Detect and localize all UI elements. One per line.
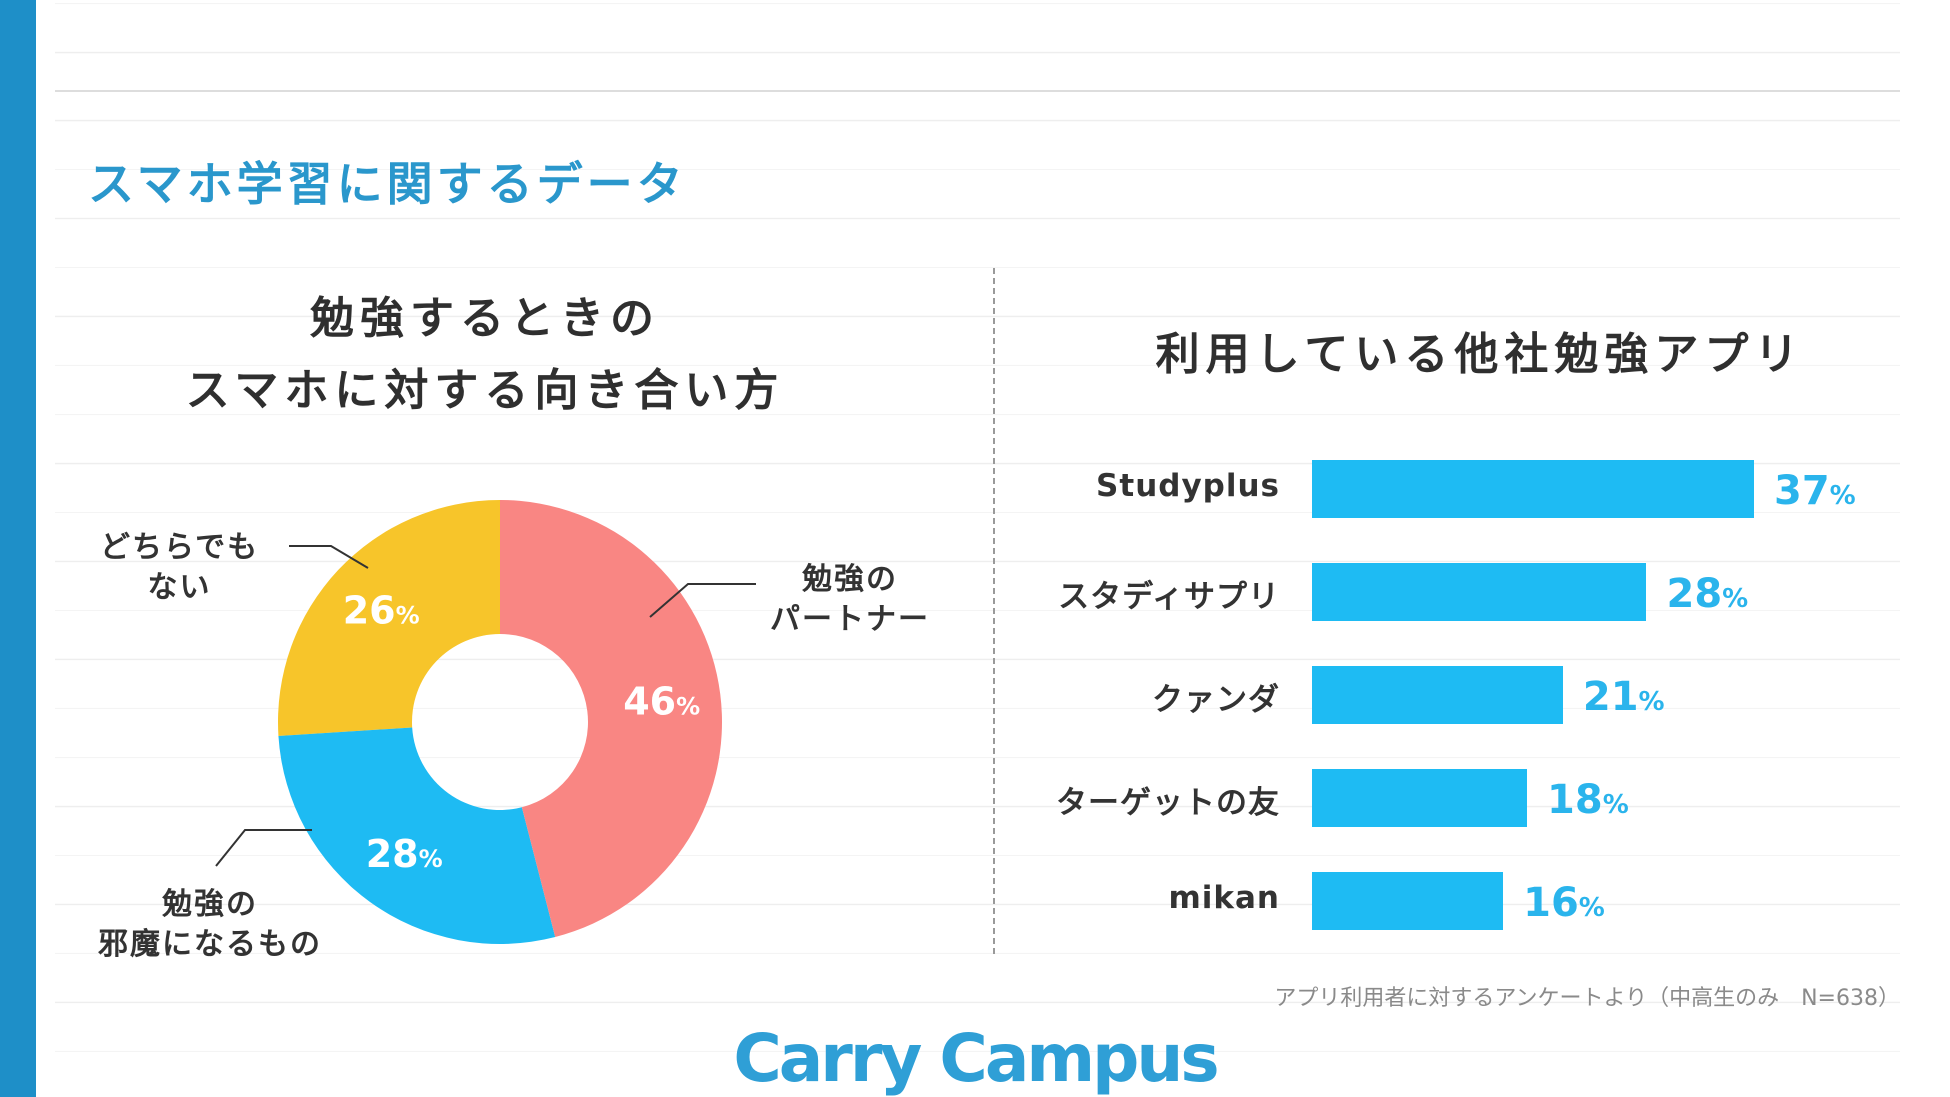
donut-slice-neither [278,500,500,736]
callout-distraction-line-1: 勉強の [162,887,258,922]
bar-category-label: ターゲットの友 [1056,785,1280,821]
callout-leader-partner [649,583,756,618]
bar [1312,460,1754,518]
callout-neither-line-1: どちらでも [100,530,260,565]
donut-value-label-partner: 46% [623,680,700,724]
callout-neither: どちらでも ない [100,528,259,608]
callout-distraction: 勉強の 邪魔になるもの [98,885,322,965]
bar [1312,769,1528,827]
bar [1312,666,1563,724]
donut-chart-title-line-2: スマホに対する向き合い方 [185,365,785,416]
donut-value-label-neither: 26% [343,588,420,632]
callout-distraction-line-2: 邪魔になるもの [98,927,322,962]
donut-value-label-distraction: 28% [366,832,443,876]
bar-value-label: 18% [1547,777,1629,823]
donut-slice-partner [500,500,723,938]
callout-neither-line-2: ない [147,570,212,605]
bar-value-label: 37% [1774,468,1856,514]
bar [1312,563,1647,621]
callout-partner: 勉強の パートナー [770,560,930,640]
callout-leader-distraction [215,829,312,867]
callout-leader-neither [289,545,369,569]
header-rule [55,90,1900,92]
survey-footnote: アプリ利用者に対するアンケートより（中高生のみ N=638） [1274,986,1900,1011]
bar-chart-title: 利用している他社勉強アプリ [1155,329,1805,380]
bar-value-label: 21% [1582,674,1665,720]
donut-chart-title-line-1: 勉強するときの [310,293,660,344]
page-title: スマホ学習に関するデータ [88,157,687,211]
bar-category-label: クァンダ [1152,682,1280,718]
bar-value-label: 16% [1523,880,1605,926]
bar-category-label: スタディサプリ [1058,579,1280,615]
accent-side-bar [0,0,36,1097]
callout-partner-line-2: パートナー [770,602,930,637]
callout-partner-line-1: 勉強の [802,562,898,597]
carry-campus-logo: Carry Campus [733,1020,1219,1097]
bar-category-label: Studyplus [1096,468,1280,504]
bar-category-label: mikan [1168,880,1280,916]
panel-divider [993,268,995,954]
donut-slice-distraction [278,727,556,945]
bar-value-label: 28% [1666,571,1749,617]
bar [1312,872,1504,930]
